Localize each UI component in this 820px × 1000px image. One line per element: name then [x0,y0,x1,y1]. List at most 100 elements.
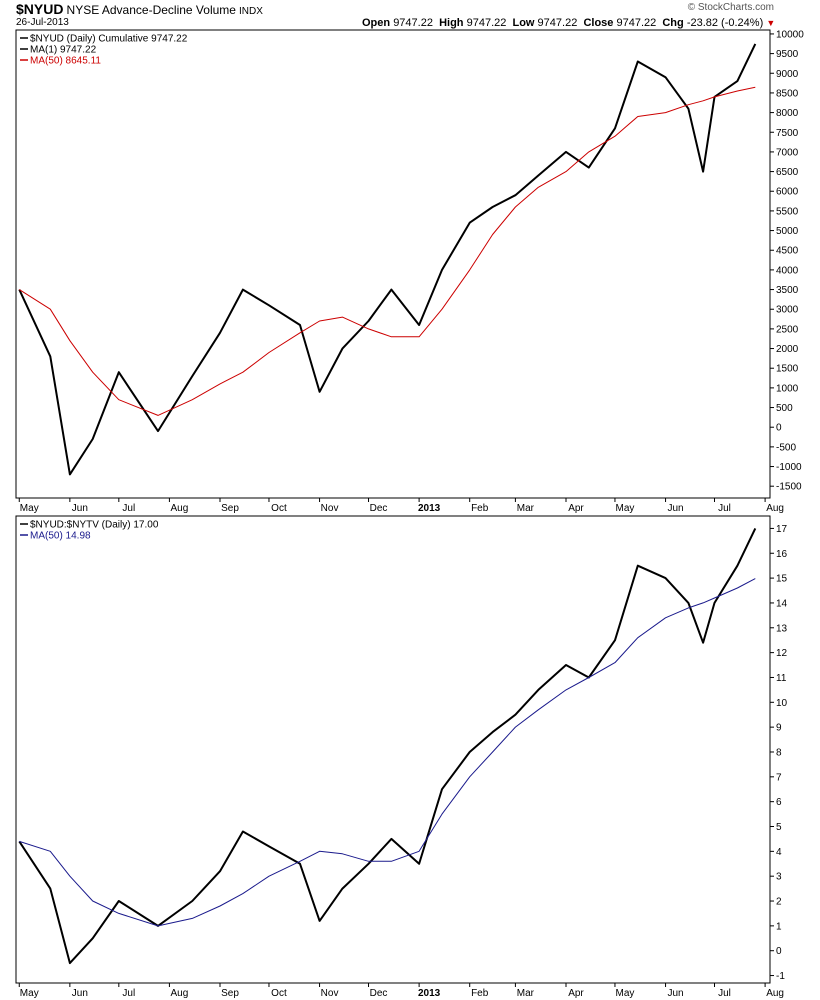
bottom-y-tick-label: 17 [776,524,788,535]
top-x-tick-label: Feb [471,503,489,514]
bottom-y-tick-label: 6 [776,797,782,808]
top-y-tick-label: 3000 [776,305,799,316]
bottom-x-tick-label: Oct [271,988,287,999]
top-panel: -1500 -1000 -500 0 500 1000 1500 2000 2500 3000 35… [15,29,804,514]
top-y-tick-label: 6500 [776,167,799,178]
top-x-tick-label: Jul [122,503,135,514]
top-y-tick-label: 1500 [776,364,799,375]
top-y-tick-label: -500 [776,442,796,453]
quote-line: Open 9747.22 High 9747.22 Low 9747.22 Cl… [362,17,775,29]
bottom-x-tick-label: May [20,988,39,999]
bottom-x-tick-label: Jul [718,988,731,999]
bottom-x-tick-label: Jul [122,988,135,999]
top-x-tick-label: May [616,503,635,514]
top-y-tick-label: 9500 [776,49,799,60]
top-y-tick-label: 500 [776,403,793,414]
bottom-y-tick-label: 1 [776,921,782,932]
bottom-x-tick-label: Sep [221,988,239,999]
low-value: 9747.22 [537,17,578,29]
bottom-x-tick-label: Nov [321,988,339,999]
top-x-tick-label: Oct [271,503,287,514]
chg-label: Chg [662,17,684,29]
top-y-tick-label: 7000 [776,147,799,158]
top-y-tick-label: 2000 [776,344,799,355]
bottom-y-tick-label: -1 [776,971,785,982]
top-legend-entry: MA(50) 8645.11 [30,56,101,67]
top-x-tick-label: Jun [667,503,683,514]
top-x-tick-label: Apr [568,503,584,514]
open-label: Open [362,17,391,29]
top-y-tick-label: 6000 [776,187,799,198]
chart-header: $NYUD NYSE Advance-Decline Volume INDX [16,1,263,17]
top-series-ma50-line [19,86,756,416]
top-y-tick-label: -1000 [776,462,802,473]
top-y-tick-label: 1000 [776,383,799,394]
top-y-tick-label: 4500 [776,246,799,257]
bottom-legend-entry: MA(50) 14.98 [30,531,91,542]
bottom-y-tick-label: 11 [776,673,787,684]
top-x-tick-label: Aug [171,503,189,514]
bottom-x-tick-label: Jun [667,988,683,999]
top-x-tick-label: Jun [72,503,88,514]
top-y-tick-label: 8000 [776,108,799,119]
bottom-x-tick-label: Apr [568,988,584,999]
bottom-y-tick-label: 12 [776,648,788,659]
top-y-tick-label: 5000 [776,226,799,237]
watermark: © StockCharts.com [687,2,774,13]
bottom-x-tick-label: Feb [471,988,489,999]
exchange: INDX [239,6,263,17]
bottom-x-tick-label: Aug [171,988,189,999]
bottom-y-tick-label: 2 [776,897,782,908]
top-x-tick-label: Dec [370,503,388,514]
bottom-y-tick-label: 8 [776,747,782,758]
bottom-x-tick-label: Jun [72,988,88,999]
top-x-tick-label: 2013 [418,503,441,514]
high-value: 9747.22 [466,17,507,29]
top-y-tick-label: 2500 [776,324,799,335]
top-x-tick-label: Nov [321,503,339,514]
top-y-tick-label: -1500 [776,482,802,493]
top-x-tick-label: Jul [718,503,731,514]
bottom-y-tick-label: 0 [776,946,782,957]
down-arrow-icon: ▼ [766,18,776,28]
top-x-tick-label: Mar [517,503,535,514]
bottom-x-tick-label: 2013 [418,988,441,999]
bottom-x-tick-label: Dec [370,988,388,999]
bottom-panel-frame [15,515,771,984]
top-panel-frame [15,29,771,499]
top-legend-entry: MA(1) 9747.22 [30,45,97,56]
bottom-y-tick-label: 14 [776,598,788,609]
top-x-tick-label: Aug [766,503,784,514]
top-x-tick-label: Sep [221,503,239,514]
high-label: High [439,17,464,29]
bottom-series-ma50-line [19,578,756,927]
bottom-y-tick-label: 16 [776,549,788,560]
bottom-y-tick-label: 10 [776,698,788,709]
close-value: 9747.22 [616,17,657,29]
chart-title: NYSE Advance-Decline Volume [66,3,236,17]
top-series-price-line [18,43,757,476]
top-y-tick-label: 0 [776,423,782,434]
bottom-y-tick-label: 9 [776,723,782,734]
bottom-legend-entry: $NYUD:$NYTV (Daily) 17.00 [30,520,159,531]
top-legend-entry: $NYUD (Daily) Cumulative 9747.22 [30,34,188,45]
bottom-y-tick-label: 7 [776,772,782,783]
top-y-tick-label: 5500 [776,206,799,217]
bottom-x-tick-label: Mar [517,988,535,999]
bottom-y-tick-label: 13 [776,623,788,634]
open-value: 9747.22 [393,17,433,29]
top-y-tick-label: 8500 [776,88,799,99]
bottom-y-tick-label: 5 [776,822,782,833]
chart-date: 26-Jul-2013 [16,17,69,28]
top-y-tick-label: 4000 [776,265,799,276]
bottom-x-tick-label: Aug [766,988,784,999]
bottom-y-tick-label: 4 [776,847,782,858]
top-y-tick-label: 3500 [776,285,799,296]
symbol: $NYUD [16,1,64,17]
bottom-y-tick-label: 3 [776,872,782,883]
low-label: Low [512,17,535,29]
bottom-y-tick-label: 15 [776,574,788,585]
top-y-tick-label: 10000 [776,29,804,40]
